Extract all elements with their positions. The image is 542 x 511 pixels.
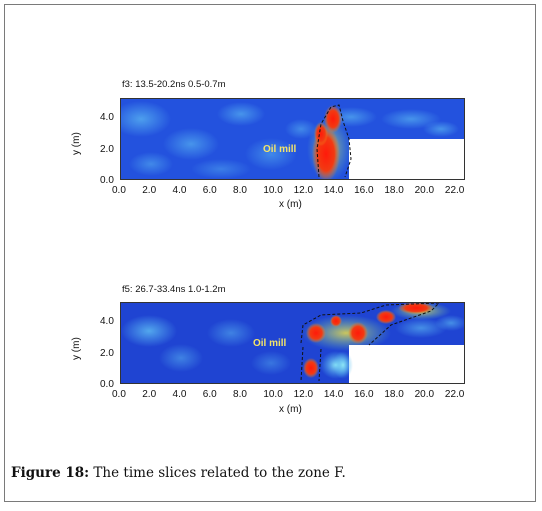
x-tick: 8.0 (233, 185, 247, 196)
x-axis-label: x (m) (279, 199, 302, 210)
heatmap-canvas (121, 99, 464, 179)
heatmap-plot (120, 302, 465, 384)
x-tick: 2.0 (142, 389, 157, 400)
figure-caption: Figure 18: The time slices related to th… (11, 465, 346, 481)
no-data-region (349, 139, 464, 179)
x-tick: 2.0 (142, 185, 157, 196)
x-tick: 18.0 (384, 389, 404, 400)
heatmap-high-anomaly (307, 105, 351, 179)
x-tick: 20.0 (414, 389, 435, 400)
figure-frame: f3: 13.5-20.2ns 0.5-0.7m y (m) (4, 4, 536, 502)
oil-mill-label: Oil mill (263, 144, 297, 155)
anomaly-outline-lower (300, 346, 322, 382)
x-tick: 10.0 (263, 185, 283, 196)
x-tick: 14.0 (323, 389, 344, 400)
anomaly-outline (300, 303, 440, 346)
x-tick: 22.0 (444, 185, 465, 196)
x-axis-label: x (m) (279, 404, 302, 415)
y-tick: 0.0 (100, 379, 114, 390)
x-tick: 6.0 (202, 185, 217, 196)
panel-title: f5: 26.7-33.4ns 1.0-1.2m (122, 284, 226, 295)
y-axis-label: y (m) (71, 132, 82, 155)
anomaly-outline (316, 104, 352, 178)
x-tick: 12.0 (293, 185, 314, 196)
y-axis-label: y (m) (71, 337, 82, 360)
caption-text: The time slices related to the zone F. (89, 465, 346, 481)
y-tick: 2.0 (100, 348, 114, 359)
x-tick: 20.0 (414, 185, 435, 196)
y-tick: 0.0 (100, 175, 114, 186)
x-tick: 4.0 (172, 185, 187, 196)
y-tick: 4.0 (100, 112, 114, 123)
caption-label: Figure 18: (11, 465, 90, 481)
x-tick: 0.0 (112, 185, 126, 196)
x-tick: 6.0 (202, 389, 217, 400)
y-tick: 2.0 (100, 144, 114, 155)
heatmap-low-blobs (121, 315, 464, 375)
x-tick: 14.0 (323, 185, 344, 196)
oil-mill-label: Oil mill (253, 338, 287, 349)
no-data-region (349, 345, 464, 383)
x-tick: 22.0 (444, 389, 465, 400)
y-tick: 4.0 (100, 316, 114, 327)
x-tick: 4.0 (172, 389, 187, 400)
x-tick: 16.0 (354, 185, 374, 196)
heatmap-canvas (121, 303, 464, 383)
x-tick: 8.0 (233, 389, 247, 400)
heatmap-plot (120, 98, 465, 180)
x-tick: 0.0 (112, 389, 126, 400)
panel-title: f3: 13.5-20.2ns 0.5-0.7m (122, 79, 226, 90)
x-tick: 18.0 (384, 185, 404, 196)
x-tick: 16.0 (354, 389, 374, 400)
x-tick: 10.0 (263, 389, 283, 400)
heatmap-high-anomaly (301, 303, 451, 379)
x-tick: 12.0 (293, 389, 314, 400)
